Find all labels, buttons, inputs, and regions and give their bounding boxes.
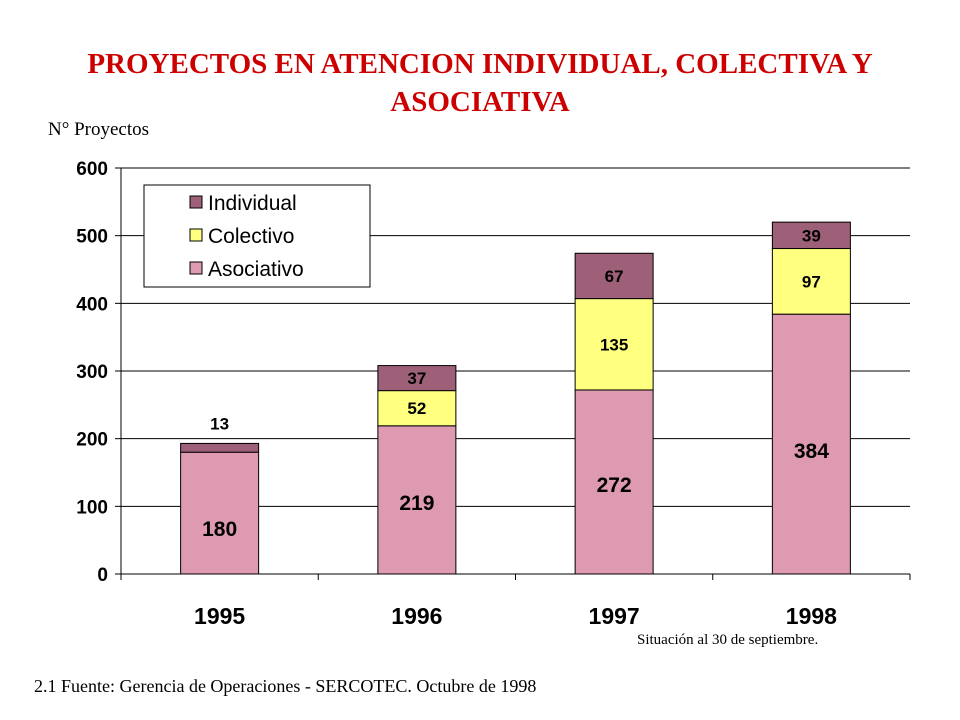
bar-asociativo-1998 (771, 313, 851, 575)
x-tick-label: 1995 (194, 603, 245, 629)
y-tick-label: 200 (76, 430, 108, 451)
data-label-asociativo-1995: 180 (202, 518, 237, 541)
bar-colectivo-1998 (771, 248, 851, 315)
data-label-asociativo-1997: 272 (597, 474, 632, 497)
data-label-colectivo-1996: 52 (407, 399, 426, 418)
data-label-asociativo-1996: 219 (399, 492, 434, 515)
legend-label-individual: Individual (208, 192, 297, 215)
data-label-individual-1997: 67 (605, 267, 624, 286)
bar-colectivo-1996 (377, 390, 457, 427)
bar-asociativo-1995 (180, 451, 260, 575)
data-label-individual-1995: 13 (210, 414, 229, 433)
y-tick-label: 600 (76, 159, 108, 180)
legend-box (143, 184, 371, 288)
y-tick-label: 300 (76, 362, 108, 383)
data-label-colectivo-1998: 97 (802, 272, 821, 291)
bar-individual-1995 (180, 442, 260, 453)
legend-swatch-asociativo (189, 261, 203, 275)
bar-individual-1996 (377, 365, 457, 392)
source-footnote: 2.1 Fuente: Gerencia de Operaciones - SE… (34, 676, 537, 696)
data-label-asociativo-1998: 384 (794, 440, 829, 463)
y-tick-label: 500 (76, 227, 108, 248)
data-label-individual-1998: 39 (802, 226, 821, 245)
data-label-individual-1996: 37 (407, 369, 426, 388)
x-tick-label: 1998 (786, 603, 837, 629)
x-tick-label: 1997 (589, 603, 640, 629)
legend-label-asociativo: Asociativo (208, 258, 304, 281)
data-label-colectivo-1997: 135 (600, 335, 628, 354)
bar-asociativo-1996 (377, 425, 457, 575)
legend-label-colectivo: Colectivo (208, 225, 294, 248)
bar-individual-1998 (771, 221, 851, 250)
y-tick-label: 400 (76, 294, 108, 315)
legend-swatch-colectivo (189, 228, 203, 242)
x-tick-label: 1996 (391, 603, 442, 629)
y-tick-label: 100 (76, 497, 108, 518)
y-axis-label: N° Proyectos (48, 119, 150, 140)
legend-swatch-individual (189, 195, 203, 209)
bar-asociativo-1997 (574, 389, 654, 575)
chart-note: Situación al 30 de septiembre. (637, 632, 819, 648)
chart-title: PROYECTOS EN ATENCION INDIVIDUAL, COLECT… (87, 48, 873, 118)
bar-individual-1997 (574, 252, 654, 300)
y-tick-label: 0 (97, 565, 108, 586)
